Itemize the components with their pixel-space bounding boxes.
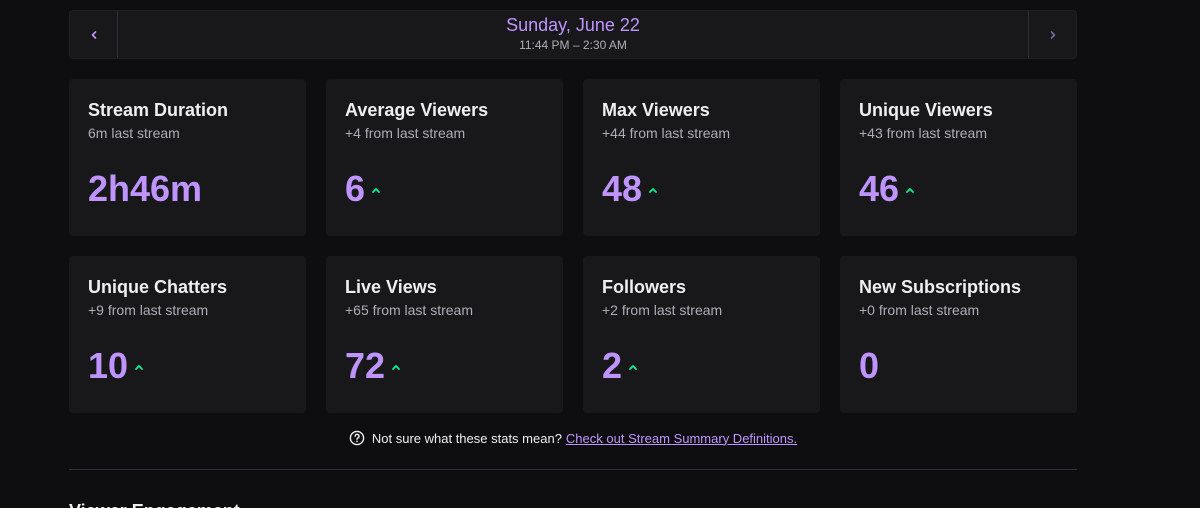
chevron-right-icon <box>1050 30 1055 39</box>
date-display: Sunday, June 22 11:44 PM – 2:30 AM <box>118 11 1028 58</box>
trend-up-icon <box>906 187 914 193</box>
stat-value: 46 <box>859 168 900 209</box>
stat-card-max-viewers: Max Viewers +44 from last stream 48 <box>583 79 820 236</box>
stat-card-new-subscriptions: New Subscriptions +0 from last stream 0 <box>840 256 1077 413</box>
previous-stream-button[interactable] <box>70 11 118 58</box>
stat-subtitle: 6m last stream <box>88 125 180 141</box>
stat-value-row: 6 <box>345 167 381 211</box>
stat-subtitle: +2 from last stream <box>602 302 723 318</box>
stat-subtitle: +65 from last stream <box>345 302 473 318</box>
stat-value: 10 <box>88 345 129 386</box>
stat-subtitle: +43 from last stream <box>859 125 987 141</box>
stat-title: Stream Duration <box>88 100 229 120</box>
stat-title: New Subscriptions <box>859 277 1022 297</box>
time-range: 11:44 PM – 2:30 AM <box>519 38 627 52</box>
stat-title: Unique Viewers <box>859 100 993 120</box>
stat-value-row: 46 <box>859 167 915 211</box>
stat-card-unique-viewers: Unique Viewers +43 from last stream 46 <box>840 79 1077 236</box>
stat-value: 2 <box>602 345 623 386</box>
stat-card-stream-duration: Stream Duration 6m last stream 2h46m <box>69 79 306 236</box>
stat-subtitle: +4 from last stream <box>345 125 466 141</box>
stat-subtitle: +9 from last stream <box>88 302 209 318</box>
stat-value: 48 <box>602 168 643 209</box>
stat-value: 0 <box>859 345 880 386</box>
trend-up-icon <box>372 187 380 193</box>
stat-title: Average Viewers <box>345 100 489 120</box>
chevron-left-icon <box>91 30 96 39</box>
help-text: Not sure what these stats mean? <box>371 430 562 446</box>
stat-card-unique-chatters: Unique Chatters +9 from last stream 10 <box>69 256 306 413</box>
stream-summary-definitions-link[interactable]: Check out Stream Summary Definitions. <box>565 430 798 446</box>
stat-value-row: 2 <box>602 344 638 388</box>
stat-value: 2h46m <box>88 168 203 209</box>
trend-up-icon <box>135 364 143 370</box>
stat-card-followers: Followers +2 from last stream 2 <box>583 256 820 413</box>
stat-value-row: 0 <box>859 344 879 388</box>
section-divider <box>69 469 1077 470</box>
help-line: Not sure what these stats mean? Check ou… <box>0 430 1146 446</box>
stat-card-average-viewers: Average Viewers +4 from last stream 6 <box>326 79 563 236</box>
date-title: Sunday, June 22 <box>506 15 640 35</box>
question-circle-icon <box>349 430 365 446</box>
stat-title: Unique Chatters <box>88 277 228 297</box>
trend-up-icon <box>629 364 637 370</box>
stat-value: 6 <box>345 168 366 209</box>
stat-value-row: 2h46m <box>88 167 202 211</box>
viewer-engagement-heading: Viewer Engagement <box>69 500 240 508</box>
next-stream-button[interactable] <box>1028 11 1076 58</box>
date-navigator: Sunday, June 22 11:44 PM – 2:30 AM <box>69 10 1077 59</box>
stat-value: 72 <box>345 345 386 386</box>
stat-card-live-views: Live Views +65 from last stream 72 <box>326 256 563 413</box>
trend-up-icon <box>649 187 657 193</box>
stat-value-row: 10 <box>88 344 144 388</box>
stat-title: Followers <box>602 277 687 297</box>
stat-subtitle: +0 from last stream <box>859 302 980 318</box>
stat-title: Live Views <box>345 277 437 297</box>
trend-up-icon <box>392 364 400 370</box>
stat-subtitle: +44 from last stream <box>602 125 730 141</box>
stats-grid: Stream Duration 6m last stream 2h46m Ave… <box>69 79 1077 413</box>
stat-title: Max Viewers <box>602 100 710 120</box>
stat-value-row: 48 <box>602 167 658 211</box>
stat-value-row: 72 <box>345 344 401 388</box>
